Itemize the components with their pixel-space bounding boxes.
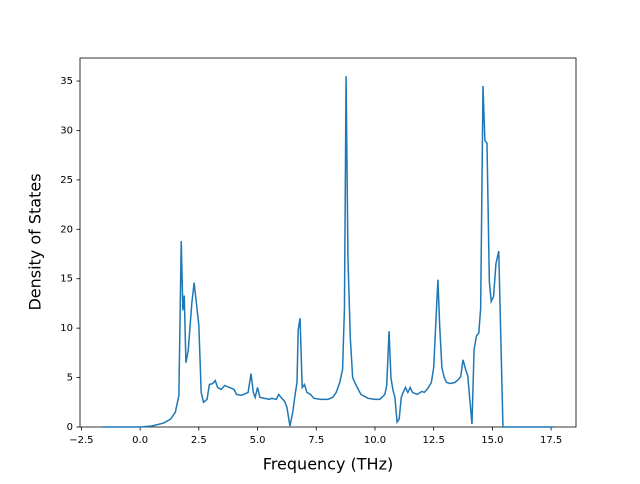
y-tick-label: 0 [67, 422, 73, 433]
x-tick-label: −2.5 [69, 435, 93, 446]
plot-frame [79, 57, 577, 428]
dos-line [102, 76, 554, 428]
x-tick-label: 5.0 [250, 435, 266, 446]
x-axis-label: Frequency (THz) [263, 455, 393, 474]
x-tick-label: 7.5 [308, 435, 324, 446]
x-tick-label: 10.0 [364, 435, 386, 446]
x-tick-label: 15.0 [481, 435, 503, 446]
y-tick-label: 35 [60, 76, 73, 87]
y-tick-label: 20 [60, 224, 73, 235]
y-tick-label: 15 [60, 274, 73, 285]
x-tick-label: 0.0 [132, 435, 148, 446]
x-tick-label: 12.5 [423, 435, 445, 446]
y-tick-label: 5 [67, 373, 73, 384]
y-tick-label: 10 [60, 323, 73, 334]
x-tick-label: 2.5 [191, 435, 207, 446]
y-tick-label: 30 [60, 125, 73, 136]
y-axis-label: Density of States [26, 173, 45, 310]
y-tick-label: 25 [60, 175, 73, 186]
x-tick-label: 17.5 [540, 435, 562, 446]
